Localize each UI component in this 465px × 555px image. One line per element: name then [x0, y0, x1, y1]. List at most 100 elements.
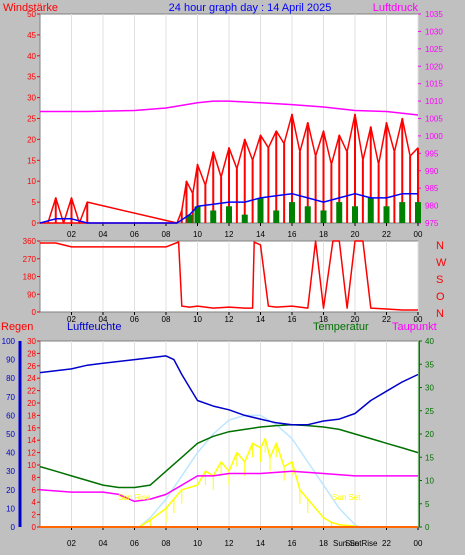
top-x-tick-label: 04	[99, 230, 108, 239]
rain-tick-label: 50	[6, 430, 15, 439]
wind-avg-line	[39, 192, 418, 224]
temperature-label: Temperatur	[313, 321, 369, 333]
bottom-series	[39, 355, 419, 528]
temperature-tick-label: 40	[425, 337, 434, 346]
wind-gust-line	[47, 113, 419, 224]
pressure-tick-label: 1020	[425, 62, 443, 71]
direction-tick-label: 180	[23, 273, 37, 282]
top-x-tick-label: 20	[351, 230, 360, 239]
pressure-tick-label: 1015	[425, 80, 443, 89]
direction-tick-label: 270	[23, 255, 37, 264]
rain-tick-label: 90	[6, 356, 15, 365]
temperature-line	[39, 423, 419, 489]
top-series	[39, 100, 421, 224]
direction-tick-label: 0	[32, 308, 37, 317]
pressure-tick-label: 1030	[425, 27, 443, 36]
bottom-x-tick-label: 02	[67, 539, 76, 548]
humidity-tick-label: 16	[27, 424, 36, 433]
humidity-tick-label: 30	[27, 337, 36, 346]
mid-x-tick-label: 02	[67, 315, 76, 324]
pressure-tick-label: 975	[425, 219, 439, 228]
temperature-tick-label: 30	[425, 384, 434, 393]
humidity-tick-label: 4	[32, 498, 37, 507]
pressure-tick-label: 985	[425, 184, 439, 193]
compass-label: S	[436, 274, 443, 286]
wind-tick-label: 30	[27, 94, 36, 103]
pressure-tick-label: 1005	[425, 115, 443, 124]
rain-tick-label: 40	[6, 449, 15, 458]
dewpoint-label: Taupunkt	[392, 321, 437, 333]
rain-tick-label: 10	[6, 504, 15, 513]
humidity-tick-label: 24	[27, 374, 36, 383]
sunrise-label: Sun Rise	[118, 493, 151, 502]
pressure-tick-label: 1000	[425, 132, 443, 141]
rain-tick-label: 80	[6, 374, 15, 383]
humidity-tick-label: 22	[27, 387, 36, 396]
temperature-tick-label: 15	[425, 453, 434, 462]
humidity-tick-label: 28	[27, 349, 36, 358]
pressure-axis-ticks: 975 980 985 990 995 1000 1005 1010 1015 1020 1025 1…	[418, 10, 443, 228]
chart-title: 24 hour graph day : 14 April 2025	[169, 2, 332, 14]
temperature-tick-label: 0	[425, 523, 430, 532]
mid-series	[40, 240, 418, 311]
bottom-x-tick-label: 00	[414, 539, 423, 548]
direction-tick-label: 360	[23, 237, 37, 246]
pressure-tick-label: 980	[425, 202, 439, 211]
mid-x-axis-ticks: 02 04 06 08 10 12 14 16 18 20 22 00	[67, 312, 423, 324]
wind-tick-label: 15	[27, 156, 36, 165]
pressure-tick-label: 990	[425, 167, 439, 176]
wind-tick-label: 0	[32, 219, 37, 228]
pressure-tick-label: 1010	[425, 97, 443, 106]
bottom-x-tick-label: 12	[225, 539, 234, 548]
bottom-x-tick-label: 22	[382, 539, 391, 548]
temperature-tick-label: 5	[425, 500, 430, 509]
compass-label: N	[436, 240, 444, 252]
rain-label: Regen	[1, 321, 33, 333]
humidity-tick-label: 14	[27, 436, 36, 445]
mid-x-tick-label: 08	[162, 315, 171, 324]
mid-x-tick-label: 04	[99, 315, 108, 324]
top-x-tick-label: 16	[288, 230, 297, 239]
humidity-tick-label: 6	[32, 486, 37, 495]
humidity-tick-label: 18	[27, 411, 36, 420]
top-x-tick-label: 12	[225, 230, 234, 239]
wind-tick-label: 5	[32, 198, 37, 207]
temperature-tick-label: 20	[425, 430, 434, 439]
bottom-x-tick-label: 04	[99, 539, 108, 548]
pressure-tick-label: 995	[425, 149, 439, 158]
humidity-tick-label: 8	[32, 473, 37, 482]
bottom-x-tick-label: 08	[162, 539, 171, 548]
humidity-line	[39, 355, 419, 426]
mid-x-tick-label: 12	[225, 315, 234, 324]
pressure-line	[40, 100, 419, 116]
wind-tick-label: 20	[27, 135, 36, 144]
mid-x-tick-label: 16	[288, 315, 297, 324]
right-axis-label: Luftdruck	[373, 2, 419, 14]
top-x-tick-label: 00	[414, 230, 423, 239]
mid-x-tick-label: 00	[414, 315, 423, 324]
bottom-x-tick-label: 10	[193, 539, 202, 548]
direction-tick-label: 90	[27, 290, 36, 299]
mid-grid	[71, 241, 419, 312]
top-x-tick-label: 18	[319, 230, 328, 239]
rain-tick-label: 70	[6, 393, 15, 402]
humidity-tick-label: 0	[32, 523, 37, 532]
humidity-label: Luftfeuchte	[67, 321, 121, 333]
sunset-label: Sun Set	[332, 493, 361, 502]
bottom-x-tick-label: 16	[288, 539, 297, 548]
top-x-axis-ticks: 02 04 06 08 10 12 14 16 18 20 22 00	[67, 223, 423, 239]
mid-x-tick-label: 10	[193, 315, 202, 324]
wind-direction-line	[40, 240, 418, 311]
bottom-x-tick-label: 06	[130, 539, 139, 548]
mid-x-tick-label: 14	[256, 315, 265, 324]
top-x-tick-label: 22	[382, 230, 391, 239]
rain-tick-label: 100	[2, 337, 16, 346]
wind-tick-label: 45	[27, 31, 36, 40]
direction-axis-ticks: 0 90 180 270 360	[23, 237, 40, 317]
wind-tick-label: 40	[27, 52, 36, 61]
compass-label: W	[436, 257, 447, 269]
humidity-tick-label: 2	[32, 511, 37, 520]
compass-label: O	[436, 291, 445, 303]
